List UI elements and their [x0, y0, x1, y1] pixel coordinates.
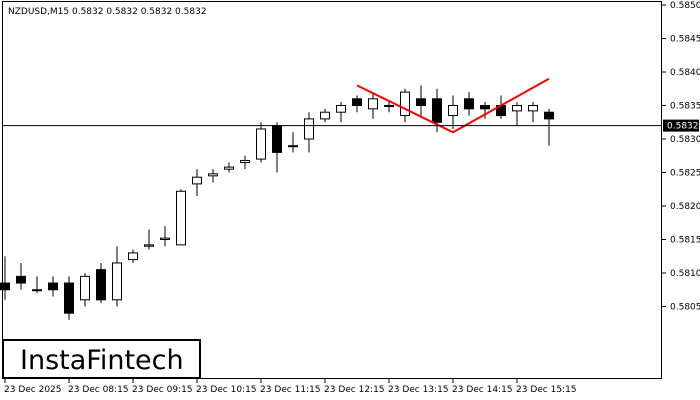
candle-body-bear [0, 282, 10, 291]
x-tick-label: 23 Dec 15:15 [516, 385, 577, 395]
candle-body-bear [96, 269, 106, 301]
y-tick-label: 0.5825 [670, 169, 700, 179]
y-tick-label: 0.5835 [670, 102, 700, 112]
candle [224, 162, 234, 173]
candle [192, 169, 202, 196]
candle-body-bear [272, 125, 282, 153]
candle [208, 169, 218, 183]
candle [512, 102, 522, 126]
candle-body-bull [208, 173, 218, 177]
candle-body-bear [544, 111, 554, 120]
candle-body-bull [368, 98, 378, 110]
candle [544, 108, 554, 146]
candle-body-bull [320, 111, 330, 120]
x-tick-label: 23 Dec 10:15 [196, 385, 257, 395]
candle-body-bull [288, 145, 298, 148]
logo-text: InstaFintech [20, 345, 184, 376]
price-marker-box [663, 119, 699, 132]
candle [400, 88, 410, 123]
candle-body-bull [144, 244, 154, 247]
candle-body-bull [160, 237, 170, 241]
candle-body-bull [240, 159, 250, 163]
y-tick-label: 0.5840 [670, 68, 700, 78]
x-tick-label: 23 Dec 11:15 [260, 385, 321, 395]
x-tick-label: 23 Dec 08:15 [68, 385, 129, 395]
x-tick-label: 23 Dec 13:15 [388, 385, 449, 395]
candle-body-bull [256, 128, 266, 160]
candle-body-bull [512, 105, 522, 112]
candle-body-bull [80, 275, 90, 301]
candle-body-bull [32, 289, 42, 292]
candle-body-bull [448, 105, 458, 117]
candle [384, 102, 394, 113]
candle-body-bear [48, 282, 58, 291]
y-tick-label: 0.5815 [670, 236, 700, 246]
candle [464, 92, 474, 116]
candle [416, 85, 426, 116]
candle [480, 102, 490, 119]
candle-body-bear [416, 98, 426, 107]
candle [0, 256, 10, 300]
candle [32, 276, 42, 294]
candle [112, 246, 122, 307]
candle [288, 132, 298, 153]
candle [448, 95, 458, 129]
candle-body-bull [128, 252, 138, 261]
candle [48, 276, 58, 297]
candle [144, 229, 154, 250]
y-tick-label: 0.5830 [670, 135, 700, 145]
double-top-pattern [356, 77, 550, 134]
chart-header: NZDUSD,M15 0.5832 0.5832 0.5832 0.5832 [8, 7, 207, 17]
candle-body-bear [464, 98, 474, 110]
candle-body-bull [176, 190, 186, 246]
logo-box [2, 339, 201, 379]
candle-body-bear [480, 105, 490, 110]
candle-body-bear [352, 98, 362, 107]
price-marker-label: 0.5832 [667, 122, 699, 132]
candle [304, 112, 314, 153]
candle-body-bear [16, 275, 26, 284]
candle [16, 262, 26, 290]
candle-body-bull [384, 105, 394, 107]
y-tick-label: 0.5850 [670, 1, 700, 11]
candle [96, 262, 106, 304]
candle-body-bull [304, 118, 314, 140]
candle [320, 108, 330, 123]
x-tick-label: 23 Dec 12:15 [324, 385, 385, 395]
candle-body-bull [192, 176, 202, 185]
x-tick-label: 23 Dec 09:15 [132, 385, 193, 395]
candle [352, 95, 362, 113]
candle-body-bull [528, 105, 538, 112]
candle [160, 226, 170, 247]
candle [528, 102, 538, 123]
candle [128, 249, 138, 263]
candle [336, 102, 346, 123]
y-tick-label: 0.5805 [670, 303, 700, 313]
candle-body-bear [432, 98, 442, 123]
y-tick-label: 0.5845 [670, 35, 700, 45]
candle [176, 189, 186, 246]
candle-body-bull [400, 91, 410, 117]
candle [240, 155, 250, 170]
candle [256, 122, 266, 163]
x-tick-label: 23 Dec 2025 [4, 385, 62, 395]
candle-body-bull [336, 105, 346, 113]
y-tick-label: 0.5810 [670, 269, 700, 279]
candle [64, 276, 74, 320]
candle-body-bull [224, 166, 234, 170]
y-tick-label: 0.5820 [670, 202, 700, 212]
plot-frame [2, 1, 662, 379]
candle [368, 92, 378, 119]
candle-body-bear [64, 282, 74, 314]
candle [80, 273, 90, 307]
x-tick-label: 23 Dec 14:15 [452, 385, 513, 395]
candle-body-bull [112, 262, 122, 301]
